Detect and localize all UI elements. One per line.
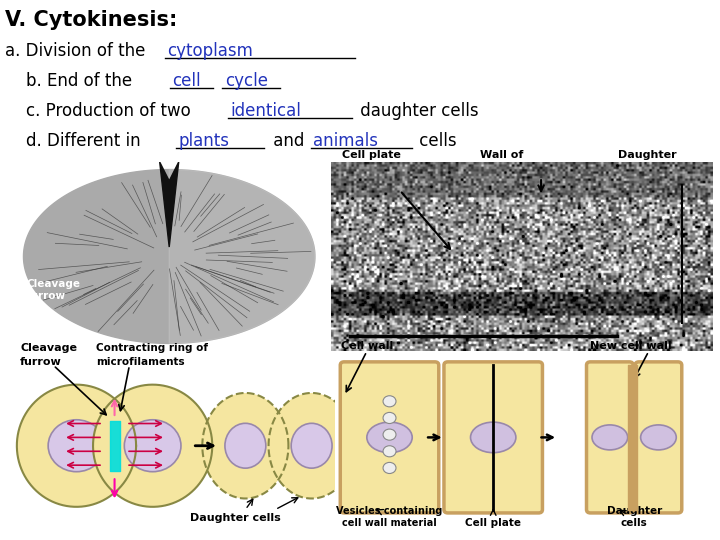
- Text: Cleavage: Cleavage: [20, 343, 77, 353]
- Ellipse shape: [641, 425, 676, 450]
- Polygon shape: [160, 162, 179, 247]
- Text: Vesicles containing
cell wall material: Vesicles containing cell wall material: [336, 506, 443, 528]
- Circle shape: [383, 396, 396, 407]
- Text: daughter cells: daughter cells: [355, 102, 479, 120]
- Text: plants: plants: [178, 132, 229, 150]
- Text: Daughter
cells: Daughter cells: [606, 506, 662, 528]
- Ellipse shape: [225, 423, 266, 468]
- Text: Daughter cells: Daughter cells: [190, 512, 281, 523]
- Ellipse shape: [366, 422, 412, 453]
- Circle shape: [383, 429, 396, 440]
- Text: Cell wall: Cell wall: [341, 341, 393, 350]
- Ellipse shape: [471, 422, 516, 453]
- Ellipse shape: [48, 420, 105, 472]
- Text: cycle: cycle: [225, 72, 268, 90]
- Text: V. Cytokinesis:: V. Cytokinesis:: [5, 10, 177, 30]
- Polygon shape: [24, 170, 315, 343]
- Polygon shape: [169, 170, 315, 343]
- Text: cytoplasm: cytoplasm: [167, 42, 253, 60]
- Text: microfilaments: microfilaments: [96, 357, 185, 367]
- FancyBboxPatch shape: [587, 362, 633, 513]
- Ellipse shape: [125, 420, 181, 472]
- Text: Cell plate: Cell plate: [465, 518, 521, 528]
- Ellipse shape: [592, 425, 628, 450]
- Polygon shape: [202, 393, 289, 498]
- Text: c. Production of two: c. Production of two: [5, 102, 196, 120]
- Text: furrow: furrow: [20, 357, 62, 367]
- Text: Cell plate
forming: Cell plate forming: [342, 150, 401, 172]
- Text: Daughter
nucleus: Daughter nucleus: [618, 150, 677, 172]
- Ellipse shape: [291, 423, 332, 468]
- Text: b. End of the: b. End of the: [5, 72, 138, 90]
- Text: identical: identical: [230, 102, 301, 120]
- Polygon shape: [269, 393, 355, 498]
- Text: New cell wall: New cell wall: [590, 341, 672, 350]
- Text: Contracting ring of: Contracting ring of: [96, 343, 208, 353]
- FancyBboxPatch shape: [444, 362, 542, 513]
- Text: Wall of
parent cell: Wall of parent cell: [480, 150, 547, 172]
- Text: Cleavage
furrow: Cleavage furrow: [27, 279, 81, 301]
- Polygon shape: [17, 384, 136, 507]
- Circle shape: [383, 446, 396, 457]
- Text: a. Division of the: a. Division of the: [5, 42, 150, 60]
- Text: cell: cell: [172, 72, 201, 90]
- Circle shape: [383, 462, 396, 474]
- FancyBboxPatch shape: [635, 362, 682, 513]
- Text: cells: cells: [414, 132, 456, 150]
- Text: d. Different in: d. Different in: [5, 132, 146, 150]
- Polygon shape: [93, 384, 212, 507]
- Circle shape: [383, 413, 396, 423]
- FancyBboxPatch shape: [341, 362, 438, 513]
- Text: and: and: [268, 132, 310, 150]
- Text: animals: animals: [313, 132, 378, 150]
